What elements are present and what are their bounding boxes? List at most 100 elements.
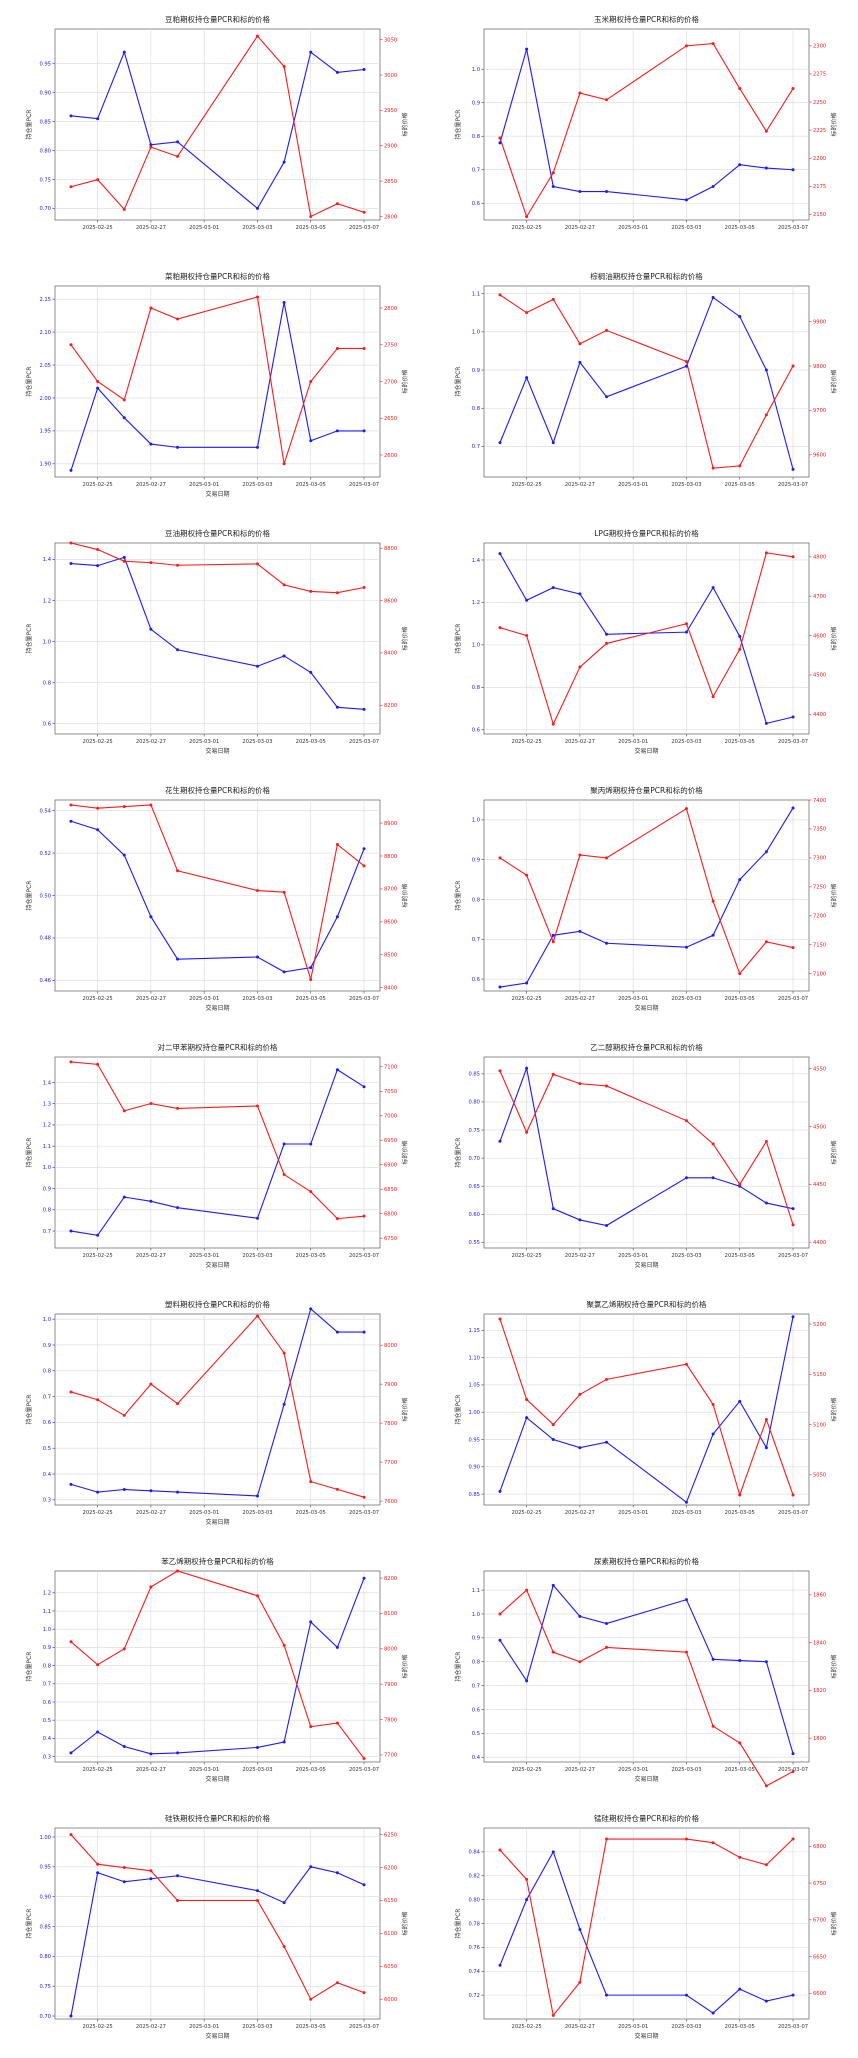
price-data-point (335, 1721, 339, 1725)
y-right-tick-label: 2200 (813, 156, 826, 162)
y-right-axis-label: 标的价格 (401, 1654, 409, 1678)
price-data-point (738, 87, 742, 91)
price-data-point (764, 1140, 768, 1144)
y-left-tick-label: 1.2 (43, 1591, 51, 1597)
chart-panel: 2025-02-25 2025-02-27 2025-03-01 2025-03-03… (429, 771, 858, 1028)
x-tick-label: 2025-03-07 (778, 1253, 808, 1259)
price-data-point (176, 154, 180, 158)
pcr-data-point (525, 1066, 529, 1070)
x-tick-label: 2025-03-05 (296, 1767, 326, 1773)
price-data-point (309, 1725, 313, 1729)
x-tick-label: 2025-03-05 (725, 996, 755, 1002)
plot-area (483, 542, 810, 735)
pcr-data-point (551, 586, 555, 590)
pcr-data-point (605, 1622, 609, 1626)
y-left-tick-label: 0.7 (472, 168, 480, 174)
pcr-data-point (764, 1660, 768, 1664)
y-left-tick-label: 1.10 (468, 1355, 480, 1361)
x-tick-label: 2025-02-25 (512, 1767, 542, 1773)
price-data-point (309, 589, 313, 593)
pcr-data-point (605, 1440, 609, 1444)
y-right-tick-label: 8200 (384, 703, 397, 709)
x-tick-label: 2025-03-03 (242, 1767, 272, 1773)
y-right-tick-label: 7900 (384, 1682, 397, 1688)
y-left-tick-label: 0.9 (43, 1186, 51, 1192)
price-data-point (149, 1585, 153, 1589)
x-tick-label: 2025-03-01 (189, 2024, 219, 2030)
x-tick-label: 2025-02-25 (512, 2024, 542, 2030)
y-left-tick-label: 1.95 (39, 429, 51, 435)
price-data-point (335, 202, 339, 206)
x-tick-label: 2025-03-05 (296, 2024, 326, 2030)
pcr-data-point (525, 1898, 529, 1902)
chart-title: LPG期权持仓量PCR和标的价格 (594, 528, 699, 538)
x-tick-label: 2025-03-05 (296, 482, 326, 488)
price-data-point (69, 541, 73, 545)
chart-title: 硅铁期权持仓量PCR和标的价格 (165, 1813, 270, 1823)
x-axis-label: 交易日期 (205, 1004, 229, 1012)
price-data-point (362, 864, 366, 868)
chart-title: 聚氯乙烯期权持仓量PCR和标的价格 (587, 1299, 707, 1309)
x-tick-label: 2025-03-05 (725, 1767, 755, 1773)
y-left-tick-label: 0.48 (39, 936, 51, 942)
y-left-tick-label: 0.7 (43, 1229, 51, 1235)
y-left-tick-label: 0.54 (39, 808, 51, 814)
price-data-point (69, 1390, 73, 1394)
y-left-axis-label: 持仓量PCR (25, 367, 33, 397)
pcr-data-point (578, 360, 582, 364)
pcr-data-point (684, 364, 688, 368)
price-data-point (96, 1398, 100, 1402)
price-data-point (578, 342, 582, 346)
x-tick-label: 2025-02-27 (136, 996, 166, 1002)
x-tick-label: 2025-03-01 (618, 225, 648, 231)
x-tick-label: 2025-03-01 (618, 1767, 648, 1773)
y-left-tick-label: 0.7 (472, 937, 480, 943)
y-right-tick-label: 2700 (384, 379, 397, 385)
chart-panel: 2025-02-25 2025-02-27 2025-03-01 2025-03-03… (0, 1028, 429, 1285)
pcr-data-point (362, 1330, 366, 1334)
pcr-data-point (149, 1752, 153, 1756)
price-data-point (335, 591, 339, 595)
y-right-tick-label: 8600 (384, 920, 397, 926)
pcr-data-point (282, 160, 286, 164)
price-data-point (149, 1869, 153, 1873)
price-series-line (499, 1838, 794, 2017)
pcr-series-line (70, 50, 365, 210)
price-data-point (69, 803, 73, 807)
price-data-point (149, 1382, 153, 1386)
pcr-data-point (282, 1142, 286, 1146)
x-tick-label: 2025-03-07 (349, 739, 379, 745)
chart-svg: 2025-02-25 2025-02-27 2025-03-01 2025-03-03… (25, 271, 409, 498)
y-right-tick-label: 7200 (813, 914, 826, 920)
y-left-tick-label: 1.1 (43, 1609, 51, 1615)
pcr-data-point (362, 707, 366, 711)
pcr-series-line (70, 1578, 365, 1755)
chart-title: 锰硅期权持仓量PCR和标的价格 (594, 1813, 699, 1823)
y-right-tick-label: 8900 (384, 821, 397, 827)
chart-panel: 2025-02-25 2025-02-27 2025-03-01 2025-03-03… (0, 0, 429, 257)
pcr-data-point (738, 1987, 742, 1991)
x-tick-label: 2025-03-03 (671, 482, 701, 488)
pcr-data-point (69, 1229, 73, 1233)
y-left-tick-label: 1.1 (472, 1588, 480, 1594)
price-data-point (578, 665, 582, 669)
price-data-point (255, 34, 259, 38)
y-right-tick-label: 7350 (813, 827, 826, 833)
price-data-point (96, 548, 100, 552)
y-right-axis-label: 标的价格 (830, 1140, 838, 1164)
y-right-axis-label: 标的价格 (401, 1911, 409, 1935)
price-data-point (282, 64, 286, 68)
pcr-data-point (122, 1195, 126, 1199)
pcr-series-line (70, 1866, 365, 2017)
chart-title: 玉米期权持仓量PCR和标的价格 (594, 14, 699, 24)
price-data-point (122, 1109, 126, 1113)
pcr-data-point (122, 1745, 126, 1749)
x-tick-label: 2025-03-05 (296, 1510, 326, 1516)
price-data-point (149, 561, 153, 565)
y-right-tick-label: 1840 (813, 1640, 826, 1646)
pcr-data-point (255, 1216, 259, 1220)
y-right-tick-label: 2650 (384, 416, 397, 422)
y-left-tick-label: 0.5 (43, 1718, 51, 1724)
pcr-series-line (499, 1850, 794, 2014)
pcr-data-point (791, 715, 795, 719)
